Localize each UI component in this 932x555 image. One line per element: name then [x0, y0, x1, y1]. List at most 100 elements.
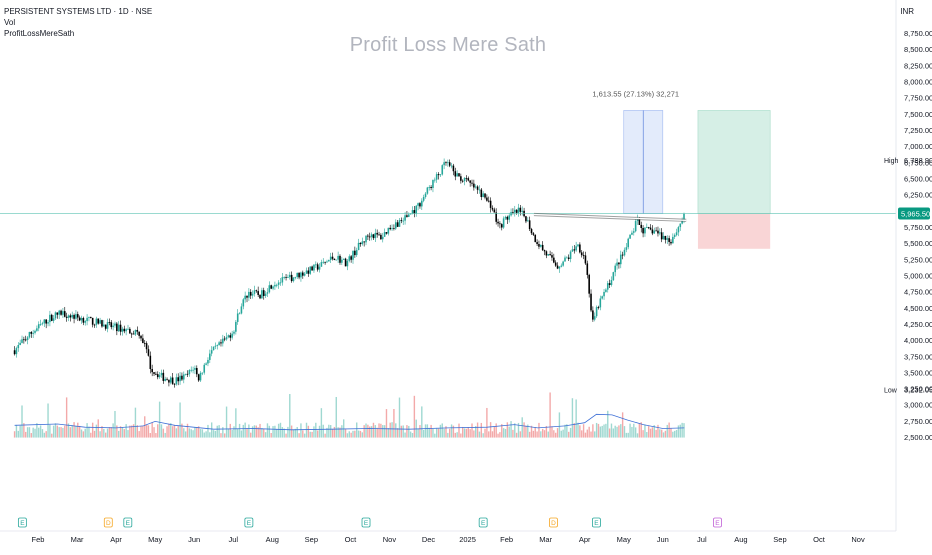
time-tick-label: Feb: [500, 535, 513, 544]
candle: [651, 229, 654, 234]
volume-bar: [616, 426, 618, 438]
volume-bar: [95, 424, 98, 438]
volume-bar: [647, 426, 650, 438]
volume-bar: [638, 423, 641, 438]
volume-bar: [469, 429, 471, 438]
candle: [93, 324, 96, 326]
candle: [301, 272, 304, 276]
candle: [495, 212, 497, 222]
price-tick-label: 3,750.00: [904, 352, 932, 361]
candle: [285, 277, 287, 278]
candle: [467, 178, 470, 181]
volume-bar: [385, 409, 388, 438]
candle: [445, 162, 447, 164]
candle: [222, 338, 224, 344]
candle: [407, 214, 410, 217]
candle: [225, 337, 228, 340]
volume-bar: [15, 424, 18, 438]
volume-bar: [322, 424, 324, 438]
volume-bar: [71, 425, 73, 438]
volume-bar: [683, 423, 685, 438]
candle: [197, 374, 200, 381]
candle: [67, 315, 70, 318]
volume-bar: [357, 430, 360, 438]
candle: [329, 256, 332, 261]
volume-bar: [341, 425, 343, 438]
volume-bar: [315, 422, 317, 438]
candle: [406, 215, 408, 217]
candle: [246, 295, 248, 298]
volume-bar: [84, 428, 86, 438]
volume-bar: [428, 427, 430, 438]
candle: [545, 251, 548, 256]
volume-bar: [417, 428, 419, 438]
volume-bar: [486, 407, 488, 438]
volume-bar: [471, 423, 473, 438]
volume-bar: [374, 425, 377, 438]
volume-bar: [631, 426, 633, 438]
candle: [181, 375, 183, 380]
candle: [65, 316, 68, 318]
candle: [504, 216, 507, 219]
volume-bar: [88, 426, 90, 438]
volume-bar: [123, 429, 125, 438]
candle: [158, 375, 161, 378]
volume-bar: [233, 426, 235, 438]
candle: [242, 299, 245, 307]
volume-bar: [45, 431, 47, 438]
volume-bar: [343, 419, 345, 438]
candle: [646, 227, 648, 229]
candle: [460, 176, 462, 181]
candle: [660, 232, 663, 240]
volume-bar: [629, 423, 631, 438]
volume-bar: [93, 430, 96, 438]
candle: [249, 291, 252, 296]
volume-bar: [462, 426, 464, 438]
candle: [458, 173, 460, 177]
volume-bar: [244, 422, 246, 438]
candle: [86, 317, 88, 322]
volume-bar: [313, 426, 315, 438]
volume-bar: [86, 423, 88, 438]
candle: [640, 224, 643, 228]
candle: [619, 254, 622, 265]
volume-bar: [657, 424, 659, 438]
candle: [194, 368, 196, 370]
volume-bar: [344, 428, 347, 438]
volume-bar: [216, 425, 218, 438]
volume-bar: [41, 429, 44, 438]
candle: [374, 232, 377, 239]
symbol-title[interactable]: PERSISTENT SYSTEMS LTD · 1D · NSE: [4, 7, 153, 16]
earnings-marker-letter: E: [247, 520, 252, 527]
volume-bar: [158, 401, 161, 438]
candle: [508, 215, 511, 220]
volume-bar: [274, 425, 276, 438]
volume-bar: [590, 431, 592, 438]
candle: [108, 322, 111, 323]
candle: [39, 324, 42, 325]
volume-bar: [618, 425, 620, 438]
candle: [642, 227, 644, 234]
volume-bar: [203, 432, 205, 438]
candle: [17, 345, 20, 349]
candle: [541, 244, 544, 251]
volume-bar: [584, 432, 587, 438]
candle: [303, 273, 306, 276]
volume-bar: [263, 428, 265, 438]
candle: [372, 234, 375, 239]
candle: [573, 249, 576, 251]
candle: [63, 311, 66, 317]
volume-indicator-label[interactable]: Vol: [4, 18, 16, 27]
candle: [130, 333, 133, 335]
candle: [184, 373, 187, 375]
volume-bar: [488, 431, 490, 438]
candle: [153, 372, 155, 374]
custom-indicator-label[interactable]: ProfitLossMereSath: [4, 29, 75, 38]
volume-bar: [409, 431, 412, 438]
candle: [54, 312, 57, 319]
candle: [58, 310, 60, 315]
earnings-marker: [123, 517, 133, 528]
volume-bar: [653, 425, 655, 438]
